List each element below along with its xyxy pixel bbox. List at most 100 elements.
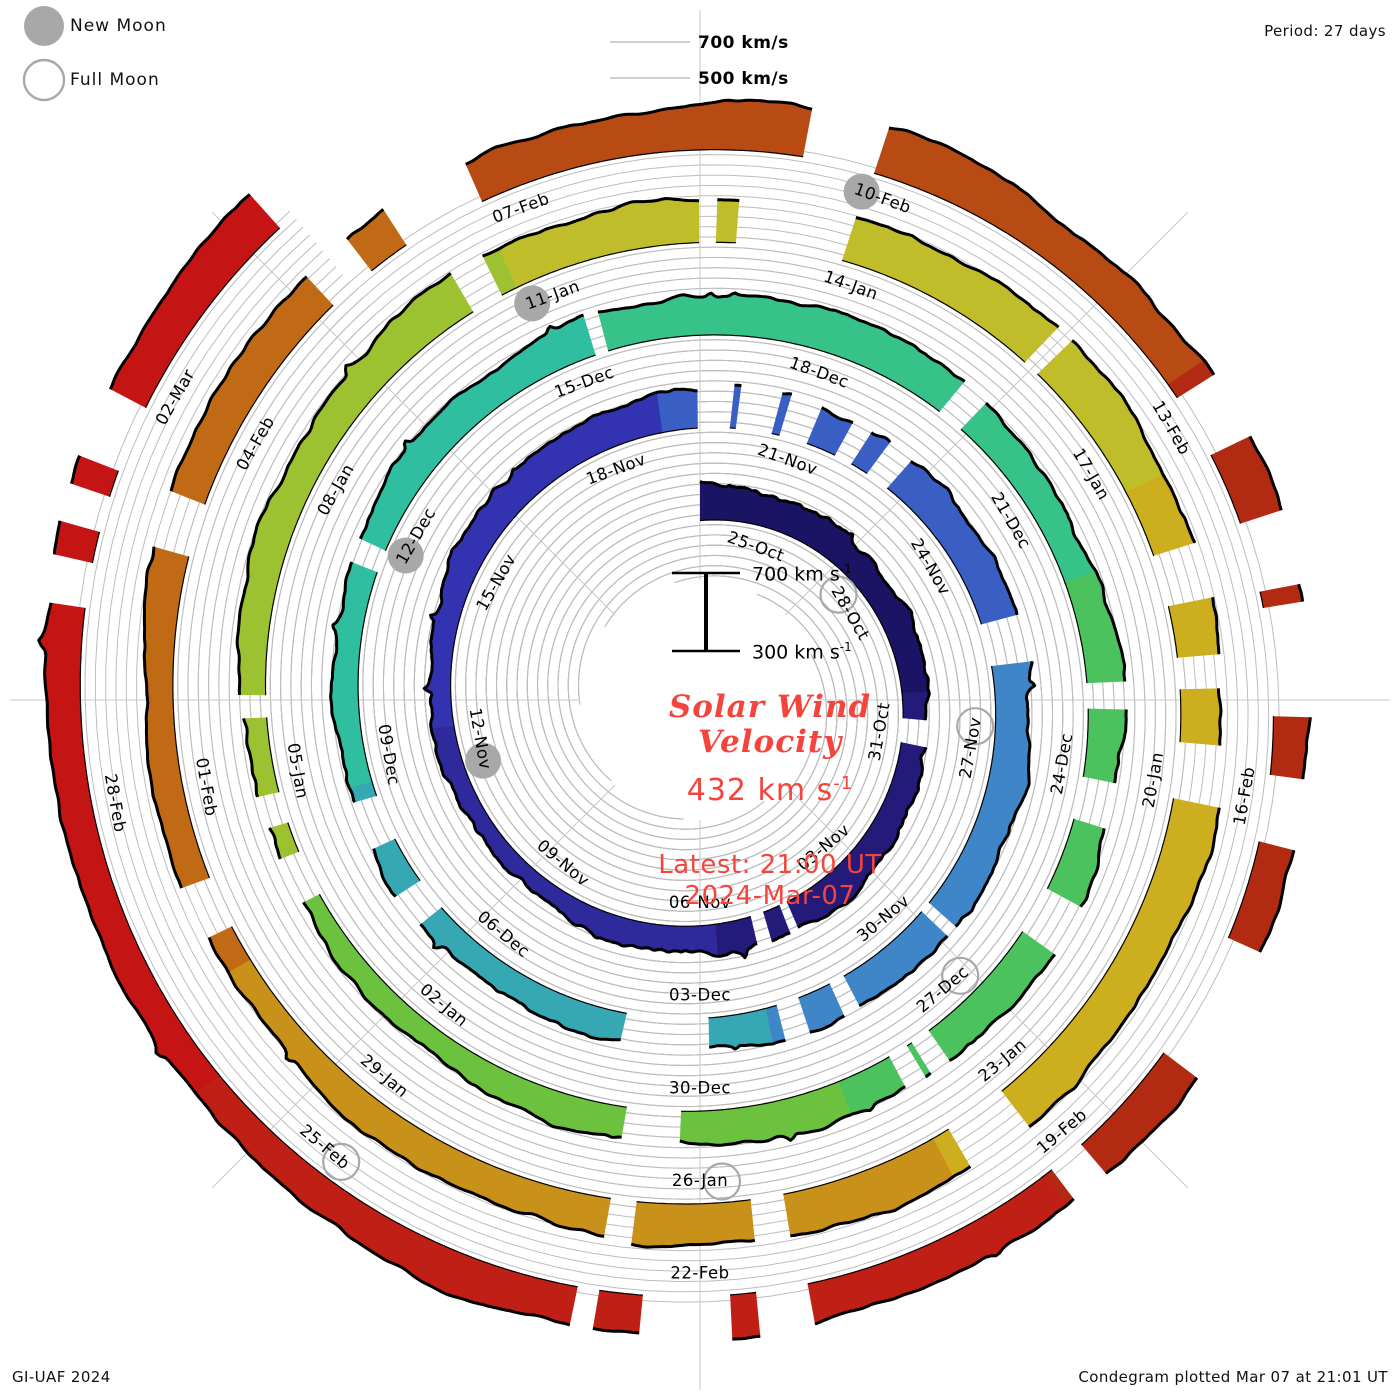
spiral-speed-trace [708,1042,774,1051]
spiral-baseline [762,904,780,913]
spiral-baseline [730,1291,757,1296]
new-moon-marker [843,173,880,210]
plot-timestamp-note: Condegram plotted Mar 07 at 21:01 UT [1078,1368,1388,1386]
full-moon-marker [819,575,858,614]
grid-spiral [526,557,828,851]
spiral-speed-trace [771,931,791,943]
spiral-ribbon-segment [237,273,474,696]
spiral-speed-trace [1248,435,1283,511]
spiral-ribbon-segment [887,461,1017,625]
current-value: 432 km s-1 [560,773,980,808]
spiral-speed-trace [429,725,719,958]
spiral-baseline [662,427,698,434]
spiral-ribbon-segment [54,520,100,563]
spiral-ribbon-segment [786,742,927,928]
spiral-data-ribbons [37,98,1312,1341]
spiral-baseline [266,717,280,793]
scale-bar-bottom-label: 300 km s-1 [752,640,852,663]
spiral-baseline [807,1174,1046,1285]
spiral-ribbon-segment [729,385,742,429]
spiral-baseline [713,915,751,925]
scale-bar-bottom-exp: -1 [839,640,852,654]
spiral-speed-trace [109,193,251,390]
spiral-ribbon-segment [798,983,845,1033]
spiral-speed-trace [207,936,230,973]
spiral-baseline [1001,798,1175,1092]
spiral-speed-trace [345,208,385,241]
credit-note: GI-UAF 2024 [12,1368,111,1386]
spiral-speed-trace [142,546,183,889]
spiral-baseline [783,1137,934,1195]
spiral-speed-trace [52,520,62,555]
spiral-ribbon-segment [1081,1052,1197,1174]
spiral-baseline [607,334,941,413]
spiral-ribbon-segment [209,926,251,973]
radial-tick-500: 500 km/s [698,69,789,89]
spiral-baseline [928,931,1024,1032]
spiral-speed-trace [1258,849,1296,953]
spiral-ribbon-segment [193,1072,578,1325]
spiral-speed-trace [630,1238,756,1249]
spiral-speed-trace [1071,339,1166,479]
spiral-speed-trace [984,401,1099,575]
spiral-baseline [886,487,982,625]
spiral-baseline [928,665,997,904]
spiral-speed-trace [797,746,928,929]
scale-bar-top-text: 700 km s [752,563,840,586]
spiral-date-label: 05-Jan [284,742,312,801]
spiral-baseline [901,692,904,719]
latest-timestamp: Latest: 21:00 UT 2024-Mar-07 [560,850,980,911]
spiral-ribbon-segment [1270,716,1311,780]
spiral-baseline [91,531,101,564]
spiral-date-label: 11-Jan [523,276,582,313]
spiral-ribbon-segment [1210,436,1282,524]
spiral-baseline [79,607,220,1076]
spiral-speed-trace [732,1334,761,1341]
current-value-exp: -1 [833,773,854,795]
spiral-baseline [699,519,903,695]
spiral-ribbon-segment [424,391,665,729]
spiral-speed-trace [699,479,931,694]
spiral-baseline [1036,373,1129,496]
spiral-ribbon-segment [1168,597,1219,658]
spiral-ribbon-segment [656,389,698,433]
spiral-ribbon-segment [1041,1169,1074,1208]
spiral-ribbon-segment [71,455,119,497]
spiral-ribbon-segment [708,1008,774,1049]
spiral-date-label: 09-Dec [374,723,403,787]
spiral-speed-trace [923,691,931,721]
spiral-ribbon-segment [842,217,1059,363]
spiral-speed-trace [888,126,1208,365]
spiral-speed-trace [855,216,1060,329]
spiral-baseline [172,556,211,879]
spiral-speed-trace [847,1085,906,1118]
spiral-speed-trace [1211,597,1221,655]
spiral-baseline [960,428,1067,585]
spiral-ribbon-segment [171,276,334,505]
spiral-baseline [370,779,378,797]
spiral-speed-trace [192,1089,571,1327]
spiral-speed-trace [809,1014,846,1034]
full-moon-marker [941,956,980,995]
spiral-baseline [873,172,1171,389]
spiral-speed-trace [169,275,308,492]
spiral-ribbon-segment [907,1042,931,1077]
period-note: Period: 27 days [1264,22,1386,40]
spiral-baseline [715,241,736,244]
spiral-ribbon-segment [928,931,1055,1061]
grid-spoke [211,211,616,616]
spiral-ribbon-segment [1168,360,1214,398]
spiral-baseline [204,304,334,505]
spiral-date-label: 06-Nov [669,893,731,912]
spiral-speed-trace [1161,473,1197,544]
spiral-speed-trace [909,460,1019,616]
spiral-baseline [786,742,902,903]
grid-spiral [495,534,858,881]
spiral-ribbon-segment [730,1292,761,1340]
latest-date: 2024-Mar-07 [684,881,856,912]
spiral-speed-trace [656,387,698,394]
center-annotation: 700 km s-1 300 km s-1 Solar Wind Velocit… [560,540,980,960]
grid-spiral [465,510,889,912]
